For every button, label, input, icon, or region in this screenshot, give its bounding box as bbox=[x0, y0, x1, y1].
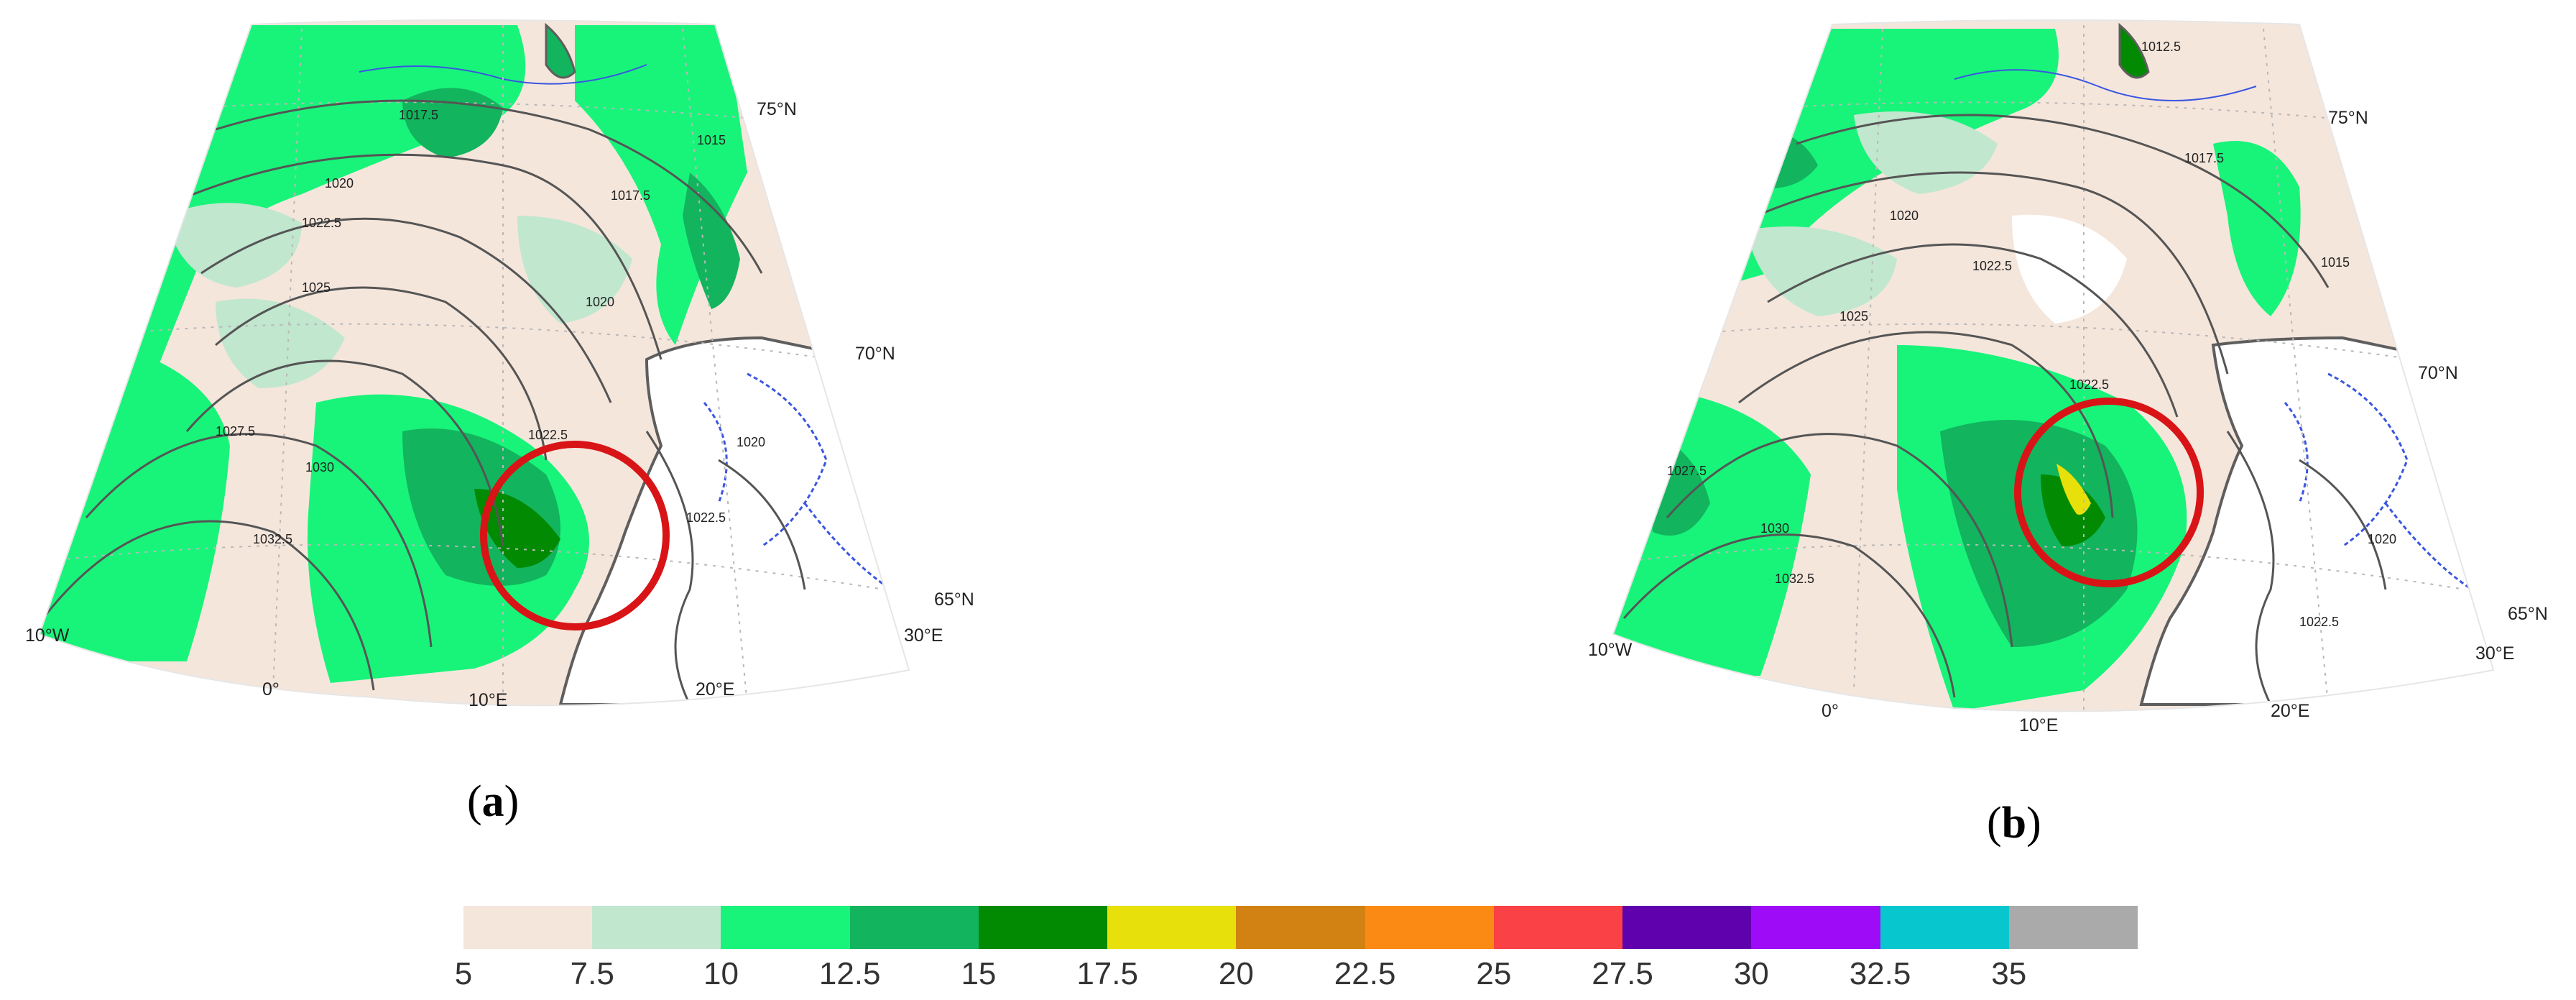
panel-label-b: (b) bbox=[1987, 799, 2041, 848]
panel-label-a: (a) bbox=[467, 777, 520, 826]
moisture-light bbox=[1746, 226, 1897, 316]
isobar-label: 1017.5 bbox=[399, 108, 439, 122]
lat-label-65n: 65°N bbox=[934, 590, 974, 610]
isobars bbox=[42, 99, 806, 705]
colorbar bbox=[463, 906, 2138, 949]
lat-label-75n: 75°N bbox=[2328, 108, 2368, 128]
lat-label-65n: 65°N bbox=[2508, 604, 2548, 624]
lon-label-10e: 10°E bbox=[468, 690, 508, 710]
moisture-peak bbox=[2056, 464, 2091, 515]
lon-label-10w: 10°W bbox=[1588, 640, 1633, 660]
map-panel-b: 75°N 70°N 65°N 10°W 0° 10°E 20°E 30°E 10… bbox=[1581, 0, 2576, 848]
colorbar-swatch bbox=[463, 906, 593, 949]
colorbar-swatch bbox=[849, 906, 979, 949]
lat-label-70n: 70°N bbox=[855, 344, 895, 364]
isobar-label: 1015 bbox=[2321, 255, 2350, 270]
lon-label-20e: 20°E bbox=[2271, 701, 2310, 721]
colorbar-tick-label: 5 bbox=[454, 956, 473, 991]
highlight-circle bbox=[480, 441, 670, 630]
colorbar-tick-labels: 5 7.5 10 12.5 15 17.5 20 22.5 25 27.5 30 32.5 35 bbox=[455, 956, 2138, 992]
colorbar-tick-label: 12.5 bbox=[818, 956, 881, 991]
colorbar-swatch bbox=[1107, 906, 1237, 949]
lon-label-10w: 10°W bbox=[25, 625, 70, 646]
svalbard-coast bbox=[545, 22, 576, 79]
isobar-label: 1020 bbox=[1890, 208, 1919, 223]
map-frame bbox=[38, 19, 910, 707]
isobar-label: 1022.5 bbox=[2299, 615, 2340, 629]
colorbar-swatch bbox=[1236, 906, 1365, 949]
colorbar-swatch bbox=[1493, 906, 1623, 949]
isobar-label: 1030 bbox=[305, 460, 335, 474]
isobar-label: 1032.5 bbox=[253, 532, 293, 546]
ice-edge-line bbox=[1954, 69, 2257, 101]
lon-label-0: 0° bbox=[1822, 701, 1839, 721]
isobar-label: 1020 bbox=[325, 176, 354, 191]
colorbar-swatch bbox=[1880, 906, 2009, 949]
isobar-label: 1030 bbox=[1760, 521, 1790, 536]
colorbar-tick-label: 15 bbox=[961, 956, 997, 991]
lon-label-30e: 30°E bbox=[904, 625, 943, 646]
isobar-label: 1020 bbox=[586, 295, 615, 309]
isobar-label: 1022.5 bbox=[1972, 259, 2013, 273]
isobar-label: 1017.5 bbox=[611, 188, 651, 203]
colorbar-tick-label: 32.5 bbox=[1849, 956, 1911, 991]
colorbar-tick-label: 17.5 bbox=[1076, 956, 1138, 991]
moisture-core bbox=[683, 173, 740, 309]
isobar-label: 1012.5 bbox=[2141, 40, 2182, 54]
map-b-figure bbox=[1612, 19, 2495, 712]
highlight-circle bbox=[2014, 398, 2204, 587]
colorbar-tick-label: 27.5 bbox=[1592, 956, 1653, 991]
moisture-light bbox=[517, 216, 632, 324]
lon-label-30e: 30°E bbox=[2475, 643, 2515, 664]
map-a-figure bbox=[38, 19, 910, 707]
isobar-label: 1020 bbox=[737, 435, 766, 449]
colorbar-tick-label: 7.5 bbox=[570, 956, 614, 991]
colorbar-tick-label: 25 bbox=[1476, 956, 1512, 991]
isobar-label: 1022.5 bbox=[686, 510, 726, 525]
svalbard-coast bbox=[2118, 22, 2150, 79]
rivers-borders bbox=[2284, 372, 2473, 591]
colorbar-tick-label: 20 bbox=[1218, 956, 1254, 991]
isobar-label: 1022.5 bbox=[302, 216, 342, 230]
lon-label-0: 0° bbox=[262, 679, 280, 699]
moisture-light bbox=[165, 203, 302, 288]
isobar-label: 1022.5 bbox=[528, 428, 568, 442]
colorbar-swatch bbox=[1622, 906, 1752, 949]
isobar-label: 1020 bbox=[2368, 532, 2397, 546]
colorbar-tick-label: 30 bbox=[1733, 956, 1769, 991]
colorbar-swatch bbox=[1365, 906, 1494, 949]
isobar-label: 1027.5 bbox=[1667, 464, 1707, 478]
lon-label-20e: 20°E bbox=[696, 679, 735, 699]
isobar-label: 1022.5 bbox=[2069, 377, 2110, 392]
isobar-label: 1017.5 bbox=[2184, 151, 2225, 165]
moisture-max bbox=[2041, 474, 2105, 546]
isobar-label: 1032.5 bbox=[1775, 572, 1815, 586]
colorbar-swatch bbox=[978, 906, 1108, 949]
lon-label-10e: 10°E bbox=[2019, 715, 2059, 735]
isobars bbox=[1622, 114, 2387, 705]
colorbar-swatch bbox=[2008, 906, 2138, 949]
colorbar-tick-label: 22.5 bbox=[1334, 956, 1396, 991]
isobar-label: 1025 bbox=[1839, 309, 1869, 324]
lat-label-70n: 70°N bbox=[2418, 363, 2458, 383]
rivers-borders bbox=[703, 372, 892, 591]
isobar-label: 1015 bbox=[697, 133, 726, 147]
colorbar-swatch bbox=[721, 906, 850, 949]
map-panel-a: 75°N 70°N 65°N 10°W 0° 10°E 20°E 30°E 10… bbox=[0, 0, 1006, 826]
colorbar-swatch bbox=[592, 906, 721, 949]
moisture-core bbox=[1940, 420, 2138, 647]
moisture-field bbox=[40, 345, 230, 661]
colorbar-swatch bbox=[1751, 906, 1880, 949]
colorbar-tick-label: 10 bbox=[703, 956, 739, 991]
isobar-label: 1027.5 bbox=[216, 424, 256, 439]
colorbar-tick-label: 35 bbox=[1991, 956, 2027, 991]
isobar-label: 1025 bbox=[302, 280, 331, 295]
lat-label-75n: 75°N bbox=[757, 99, 797, 119]
map-frame bbox=[1612, 19, 2495, 712]
